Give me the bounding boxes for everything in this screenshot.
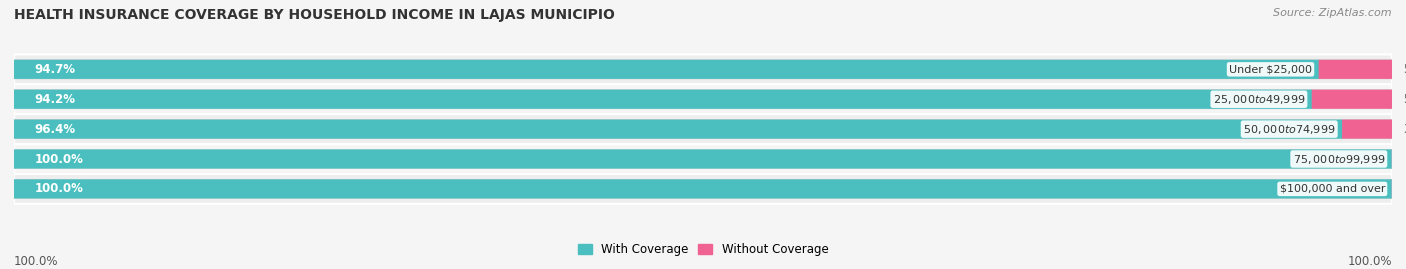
FancyBboxPatch shape <box>14 90 1312 109</box>
FancyBboxPatch shape <box>14 84 1392 114</box>
Text: 3.6%: 3.6% <box>1403 123 1406 136</box>
Text: 100.0%: 100.0% <box>14 255 59 268</box>
Text: $75,000 to $99,999: $75,000 to $99,999 <box>1292 153 1385 165</box>
Text: 100.0%: 100.0% <box>35 153 83 165</box>
FancyBboxPatch shape <box>14 119 1392 139</box>
FancyBboxPatch shape <box>14 150 1392 169</box>
Text: $100,000 and over: $100,000 and over <box>1279 184 1385 194</box>
FancyBboxPatch shape <box>14 144 1392 174</box>
FancyBboxPatch shape <box>14 150 1392 169</box>
FancyBboxPatch shape <box>14 90 1392 109</box>
FancyBboxPatch shape <box>1312 90 1392 109</box>
FancyBboxPatch shape <box>14 179 1392 199</box>
FancyBboxPatch shape <box>14 174 1392 204</box>
Text: 100.0%: 100.0% <box>1347 255 1392 268</box>
Text: 5.3%: 5.3% <box>1403 63 1406 76</box>
FancyBboxPatch shape <box>14 114 1392 144</box>
Text: 100.0%: 100.0% <box>35 182 83 195</box>
Text: Source: ZipAtlas.com: Source: ZipAtlas.com <box>1274 8 1392 18</box>
FancyBboxPatch shape <box>1392 150 1406 169</box>
FancyBboxPatch shape <box>1319 60 1392 79</box>
Text: Under $25,000: Under $25,000 <box>1229 64 1312 74</box>
FancyBboxPatch shape <box>1343 119 1392 139</box>
FancyBboxPatch shape <box>14 179 1392 199</box>
Text: 96.4%: 96.4% <box>35 123 76 136</box>
FancyBboxPatch shape <box>14 54 1392 84</box>
Text: 94.2%: 94.2% <box>35 93 76 106</box>
FancyBboxPatch shape <box>14 60 1392 79</box>
Legend: With Coverage, Without Coverage: With Coverage, Without Coverage <box>572 238 834 260</box>
FancyBboxPatch shape <box>14 60 1319 79</box>
Text: $50,000 to $74,999: $50,000 to $74,999 <box>1243 123 1336 136</box>
Text: 94.7%: 94.7% <box>35 63 76 76</box>
FancyBboxPatch shape <box>14 119 1343 139</box>
Text: 5.8%: 5.8% <box>1403 93 1406 106</box>
Text: HEALTH INSURANCE COVERAGE BY HOUSEHOLD INCOME IN LAJAS MUNICIPIO: HEALTH INSURANCE COVERAGE BY HOUSEHOLD I… <box>14 8 614 22</box>
FancyBboxPatch shape <box>1392 179 1406 199</box>
Text: $25,000 to $49,999: $25,000 to $49,999 <box>1212 93 1305 106</box>
